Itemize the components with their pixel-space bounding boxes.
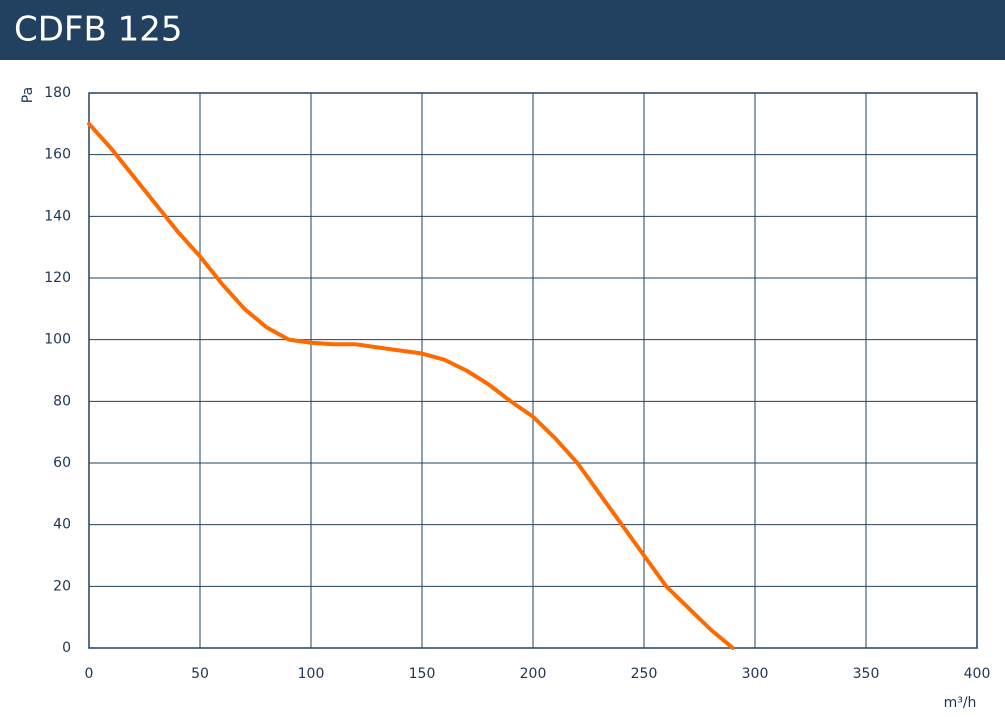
y-tick-label: 60: [53, 455, 71, 471]
y-tick-label: 140: [44, 208, 71, 224]
y-tick-label: 120: [44, 270, 71, 286]
x-tick-label: 150: [409, 666, 436, 682]
y-tick-label: 20: [53, 578, 71, 594]
x-tick-label: 350: [853, 666, 880, 682]
plot-frame: [88, 92, 978, 649]
y-tick-label: 80: [53, 393, 71, 409]
y-tick-label: 180: [44, 85, 71, 101]
x-tick-label: 100: [298, 666, 325, 682]
header-bar: [0, 0, 1005, 60]
chart-title: CDFB 125: [14, 10, 183, 50]
x-tick-label: 400: [964, 666, 991, 682]
x-tick-label: 250: [631, 666, 658, 682]
x-tick-label: 300: [742, 666, 769, 682]
y-axis-label: Pa: [20, 87, 36, 103]
x-tick-label: 50: [191, 666, 209, 682]
x-tick-label: 0: [85, 666, 94, 682]
x-axis-label: m³/h: [944, 695, 977, 711]
y-tick-label: 0: [62, 640, 71, 656]
y-tick-label: 160: [44, 147, 71, 163]
curve: [87, 121, 735, 650]
y-tick-label: 100: [44, 332, 71, 348]
x-tick-label: 200: [520, 666, 547, 682]
y-tick-label: 40: [53, 517, 71, 533]
